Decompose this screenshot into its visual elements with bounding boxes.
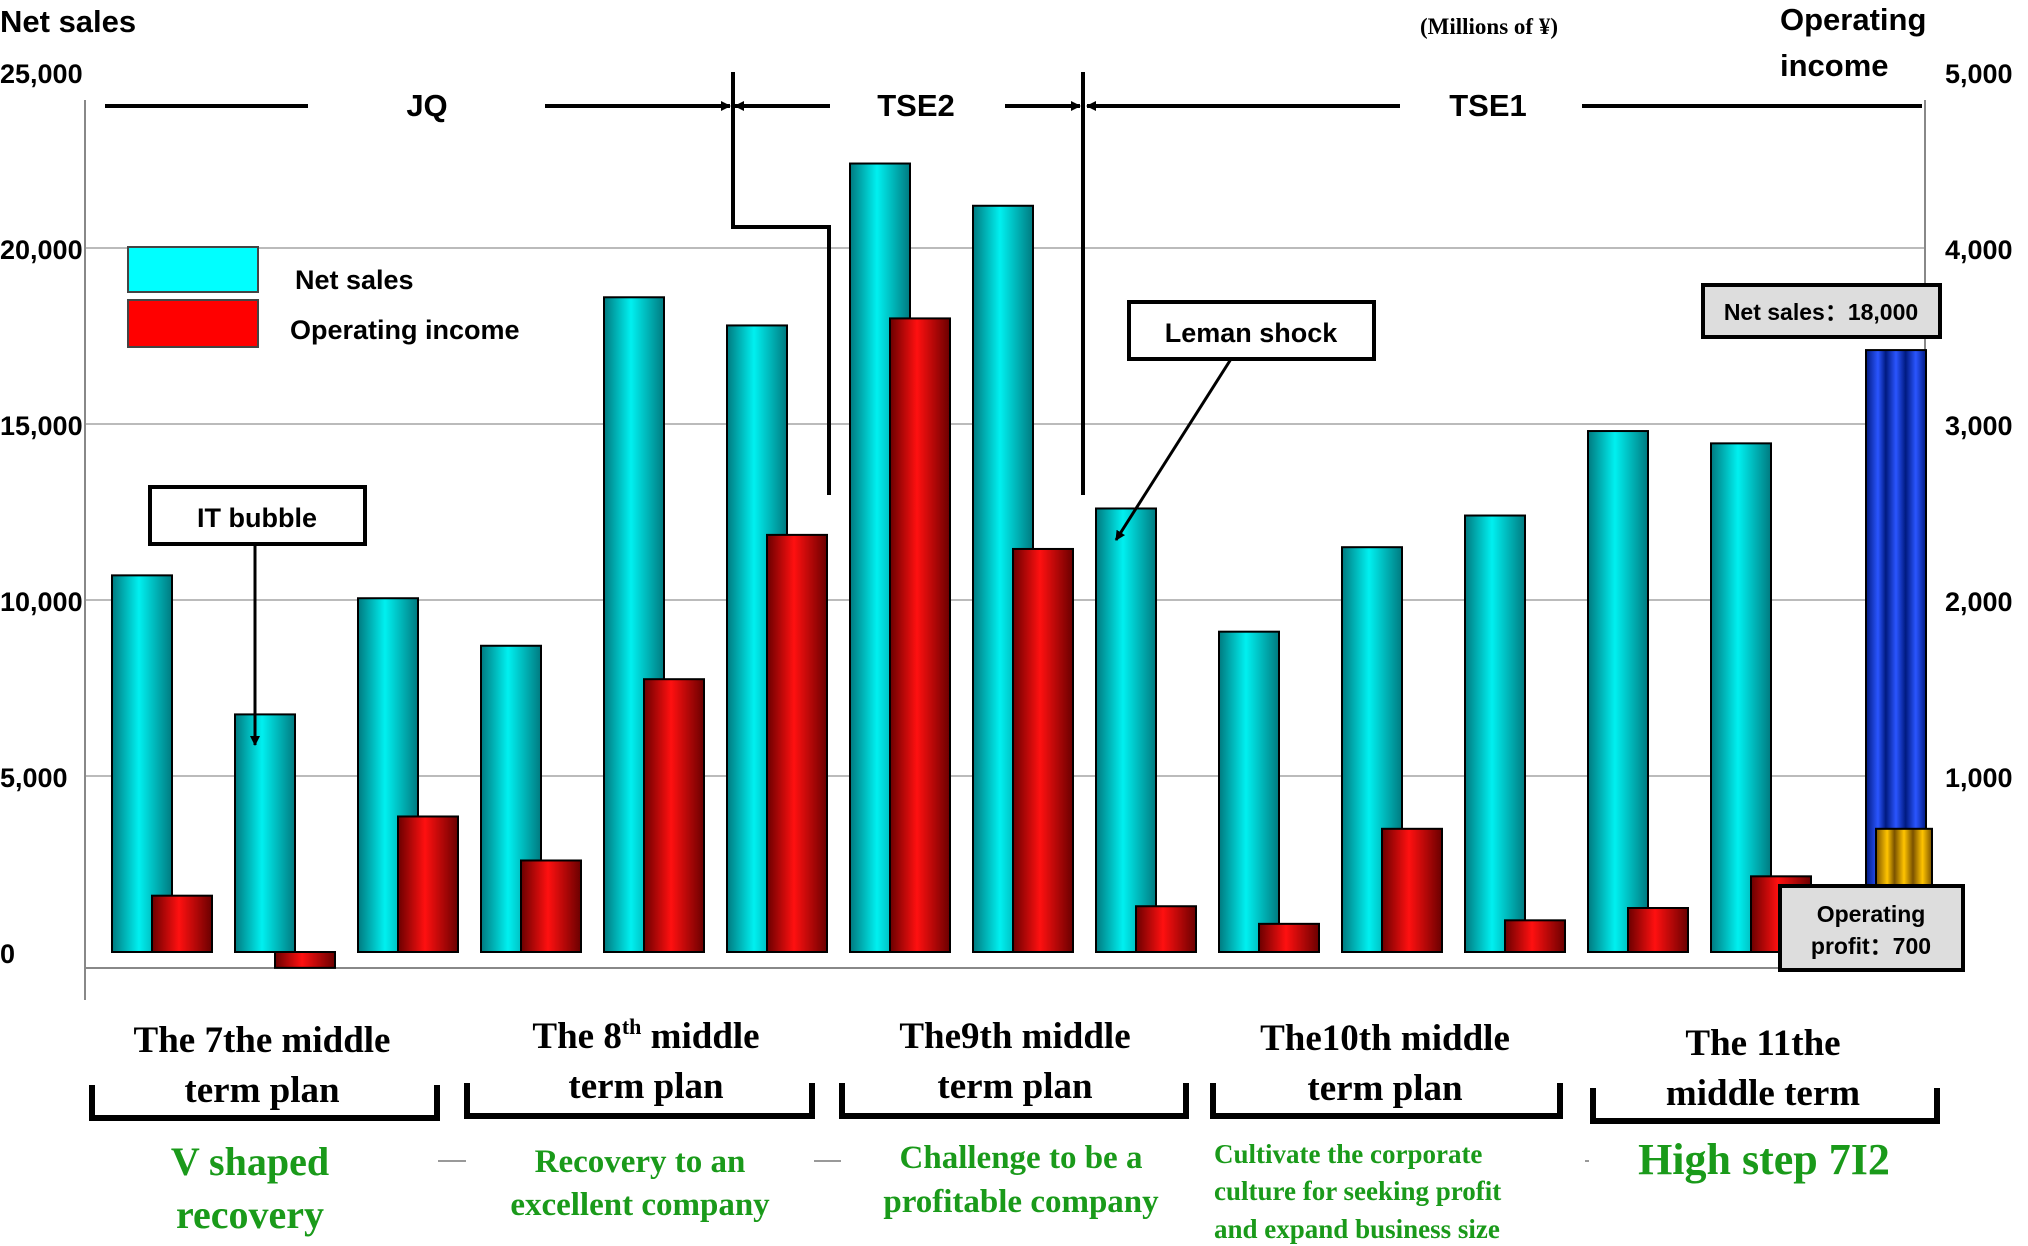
- market-segments: [105, 72, 1922, 495]
- left-tick-label: 20,000: [0, 235, 83, 265]
- bar-operating-income: [889, 317, 951, 953]
- left-tick-label: 25,000: [0, 59, 83, 89]
- plan5-line1: The 11the: [1685, 1023, 1840, 1064]
- plan4-theme3: and expand business size: [1214, 1214, 1500, 1244]
- callout-target-sales: Net sales：18,000: [1701, 283, 1942, 339]
- plan1-theme2: recovery: [176, 1192, 324, 1237]
- unit-note: (Millions of ¥): [1420, 14, 1558, 39]
- bar-net-sales: [1587, 430, 1649, 954]
- plan2-line2: term plan: [568, 1066, 724, 1107]
- plan1-bracket: [89, 1085, 440, 1121]
- right-tick-label: 4,000: [1945, 235, 2013, 265]
- left-tick-label: 0: [0, 939, 15, 969]
- bar-net-sales: [234, 713, 296, 954]
- bar-operating-income: [1381, 827, 1443, 953]
- plan5-theme1: High step 7I2: [1638, 1135, 1890, 1184]
- left-tick-labels: 0 5,000 10,000 15,000 20,000 25,000: [0, 59, 83, 969]
- left-axis-title: Net sales: [0, 4, 136, 39]
- legend-swatch-net-sales: [127, 246, 259, 293]
- plan2-bracket: [464, 1083, 815, 1119]
- target-profit-line2: profit：700: [1811, 933, 1931, 959]
- leman-shock-arrow: [1114, 358, 1233, 541]
- target-profit-line1: Operating: [1817, 901, 1926, 927]
- plan-labels: The 7the middle term plan The 8th middle…: [134, 1014, 1861, 1114]
- plan3-bracket: [839, 1083, 1189, 1119]
- plan2-line1-post: middle: [641, 1016, 759, 1057]
- target-sales-label: Net sales：18,000: [1724, 299, 1918, 325]
- bar-operating-income: [397, 815, 459, 953]
- plan5-bracket: [1590, 1088, 1940, 1124]
- bar-operating-income: [520, 859, 582, 953]
- left-tick-label: 5,000: [0, 763, 68, 793]
- plan4-theme2: culture for seeking profit: [1214, 1176, 1501, 1206]
- plan2-line1-pre: The 8: [532, 1016, 621, 1057]
- plan-brackets: [89, 1083, 1940, 1124]
- it-bubble-box: [148, 485, 367, 546]
- bar-operating-income: [1504, 919, 1566, 954]
- plan3-theme2: profitable company: [883, 1184, 1159, 1220]
- plan2-line1: The 8th middle: [532, 1014, 759, 1057]
- plan1-theme1: V shaped: [171, 1139, 329, 1184]
- bar-operating-income: [766, 533, 828, 953]
- legend-label-operating-income: Operating income: [290, 315, 520, 345]
- callout-it-bubble: IT bubble: [148, 485, 367, 746]
- leman-shock-box: [1127, 300, 1376, 361]
- leman-shock-label: Leman shock: [1165, 318, 1339, 348]
- legend-label-net-sales: Net sales: [295, 265, 414, 295]
- target-sales-box: [1701, 283, 1942, 339]
- legend-swatch-operating-income: [127, 299, 259, 348]
- legend: Net sales Operating income: [127, 246, 520, 348]
- plan3-theme1: Challenge to be a: [900, 1140, 1143, 1176]
- bar-net-sales: [111, 574, 173, 953]
- bar-net-sales: [1218, 630, 1280, 953]
- plan3-line2: term plan: [937, 1066, 1093, 1107]
- left-tick-label: 10,000: [0, 587, 83, 617]
- bar-net-sales: [1710, 442, 1772, 953]
- right-axis-title-line2: income: [1780, 48, 1889, 83]
- plan4-line1: The10th middle: [1260, 1018, 1510, 1059]
- bar-net-sales: [1095, 507, 1157, 953]
- bar-net-sales: [1464, 514, 1526, 954]
- market-label-tse1: TSE1: [1449, 88, 1527, 123]
- right-tick-label: 2,000: [1945, 587, 2013, 617]
- bar-operating-income: [274, 951, 336, 969]
- bar-operating-income: [1135, 905, 1197, 953]
- callout-target-profit: Operating profit：700: [1778, 884, 1965, 972]
- it-bubble-label: IT bubble: [197, 503, 317, 533]
- plan2-line1-sup: th: [622, 1014, 642, 1039]
- plan2-theme2: excellent company: [510, 1187, 770, 1223]
- right-tick-label: 1,000: [1945, 763, 2013, 793]
- bar-operating-income: [151, 894, 213, 953]
- plan-themes: V shaped recovery Recovery to an excelle…: [171, 1135, 1890, 1244]
- bar-operating-income: [1627, 907, 1689, 953]
- plan2-theme1: Recovery to an: [535, 1144, 746, 1180]
- bar-operating-income: [1012, 547, 1074, 954]
- plan1-line1: The 7the middle: [134, 1020, 391, 1061]
- market-label-tse2: TSE2: [877, 88, 955, 123]
- plan3-line1: The9th middle: [899, 1016, 1130, 1057]
- tse2-boundary: [731, 72, 831, 495]
- left-tick-label: 15,000: [0, 411, 83, 441]
- plan4-line2: term plan: [1307, 1068, 1463, 1109]
- plan4-theme1: Cultivate the corporate: [1214, 1139, 1482, 1169]
- plan4-bracket: [1210, 1083, 1563, 1119]
- bar-operating-income: [643, 678, 705, 953]
- right-tick-label: 5,000: [1945, 59, 2013, 89]
- market-label-jq: JQ: [406, 88, 447, 123]
- right-axis-title-line1: Operating: [1780, 2, 1926, 37]
- right-tick-label: 3,000: [1945, 411, 2013, 441]
- plan5-line2: middle term: [1666, 1073, 1860, 1114]
- bar-operating-income: [1258, 922, 1320, 954]
- callout-leman-shock: Leman shock: [1114, 300, 1376, 541]
- plan1-line2: term plan: [184, 1070, 340, 1111]
- target-profit-box: [1778, 884, 1965, 972]
